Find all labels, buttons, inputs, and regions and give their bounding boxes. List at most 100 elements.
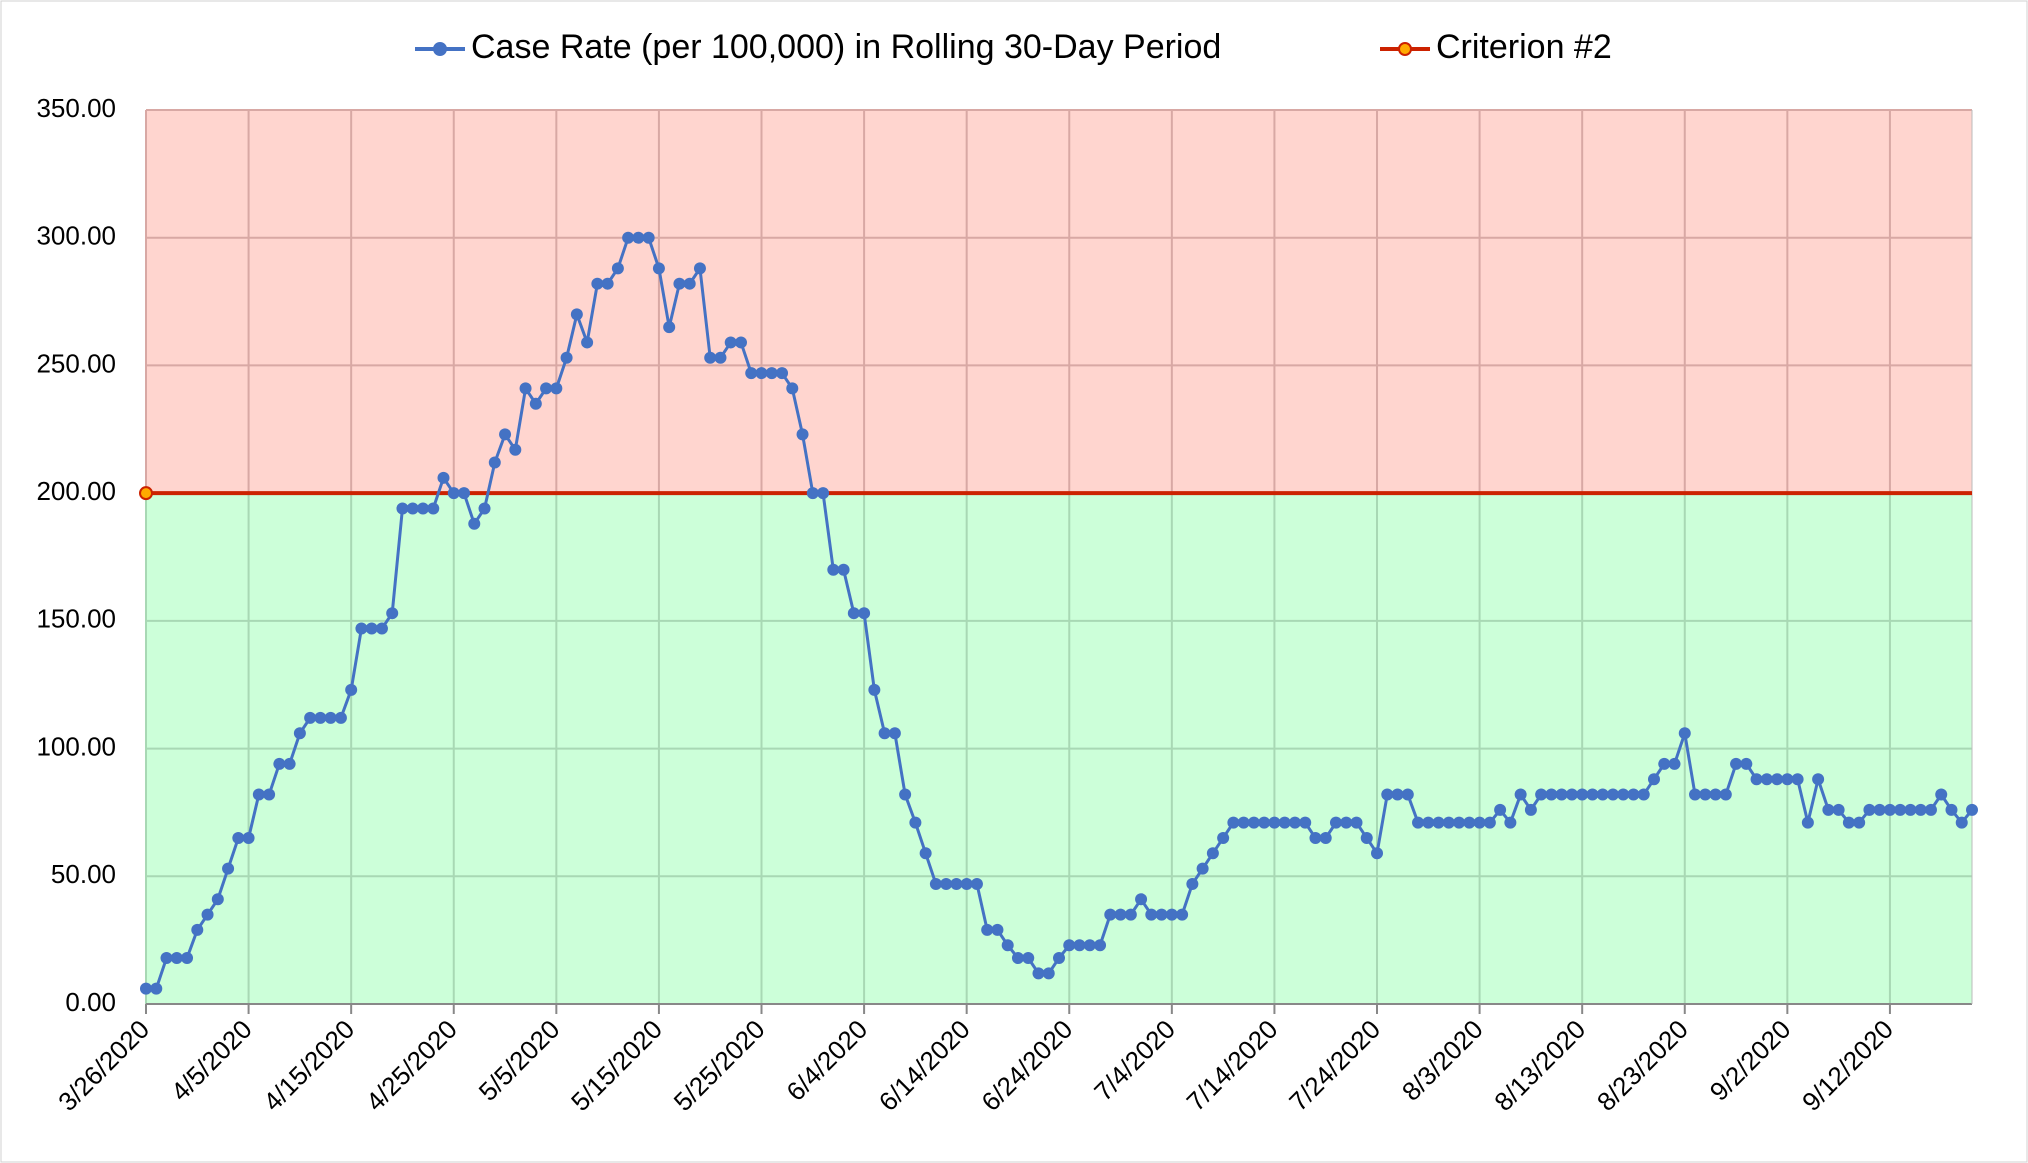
point (201, 908, 214, 921)
point (1073, 939, 1086, 952)
point (1196, 862, 1209, 875)
point (273, 757, 286, 770)
point (1894, 803, 1907, 816)
point (776, 367, 789, 380)
legend-marker (433, 42, 447, 56)
point (1514, 788, 1527, 801)
point (242, 831, 255, 844)
point (1217, 831, 1230, 844)
point (540, 382, 553, 395)
point (1288, 816, 1301, 829)
point (1740, 757, 1753, 770)
point (1114, 908, 1127, 921)
point (1730, 757, 1743, 770)
point (1945, 803, 1958, 816)
point (283, 757, 296, 770)
point (314, 711, 327, 724)
point (1617, 788, 1630, 801)
point (1483, 816, 1496, 829)
point (940, 877, 953, 890)
point (1760, 773, 1773, 786)
point (909, 816, 922, 829)
point (796, 428, 809, 441)
point (1822, 803, 1835, 816)
point (1094, 939, 1107, 952)
point (1042, 967, 1055, 980)
point (1350, 816, 1363, 829)
point (160, 952, 173, 965)
point (1535, 788, 1548, 801)
point (1247, 816, 1260, 829)
point (1966, 803, 1978, 816)
point (509, 443, 522, 456)
point (1955, 816, 1968, 829)
point (981, 923, 994, 936)
point (581, 336, 594, 349)
point (1658, 757, 1671, 770)
point (1371, 847, 1384, 860)
point (550, 382, 563, 395)
point (386, 607, 399, 620)
point (345, 683, 358, 696)
point (1504, 816, 1517, 829)
point (1883, 803, 1896, 816)
point (396, 502, 409, 515)
point (1104, 908, 1117, 921)
point (950, 877, 963, 890)
point (1699, 788, 1712, 801)
point (919, 847, 932, 860)
point (458, 487, 471, 500)
point (1340, 816, 1353, 829)
point (1463, 816, 1476, 829)
point (1258, 816, 1271, 829)
point (1145, 908, 1158, 921)
point (1781, 773, 1794, 786)
legend-label: Criterion #2 (1436, 28, 1612, 66)
point (745, 367, 758, 380)
point (652, 262, 665, 275)
point (570, 308, 583, 321)
point (1063, 939, 1076, 952)
point (1565, 788, 1578, 801)
y-tick-label: 300.00 (36, 221, 116, 251)
point (837, 563, 850, 576)
point (488, 456, 501, 469)
point (683, 277, 696, 290)
point (991, 923, 1004, 936)
point (1165, 908, 1178, 921)
point (1227, 816, 1240, 829)
point (755, 367, 768, 380)
y-tick-label: 50.00 (51, 859, 116, 889)
point (663, 321, 676, 334)
point (622, 231, 635, 244)
point (1442, 816, 1455, 829)
point (334, 711, 347, 724)
point (1719, 788, 1732, 801)
point (929, 877, 942, 890)
point (1771, 773, 1784, 786)
point (1391, 788, 1404, 801)
point (1473, 816, 1486, 829)
point (1453, 816, 1466, 829)
point (1627, 788, 1640, 801)
point (1596, 788, 1609, 801)
point (1924, 803, 1937, 816)
point (1237, 816, 1250, 829)
point (1689, 788, 1702, 801)
point (191, 923, 204, 936)
point (1873, 803, 1886, 816)
point (427, 502, 440, 515)
point (786, 382, 799, 395)
point (591, 277, 604, 290)
point (1647, 773, 1660, 786)
point (140, 982, 152, 995)
point (1576, 788, 1589, 801)
point (304, 711, 317, 724)
point (1001, 939, 1014, 952)
point (611, 262, 624, 275)
point (529, 397, 542, 410)
point (1422, 816, 1435, 829)
point (1637, 788, 1650, 801)
point (1083, 939, 1096, 952)
point (1011, 952, 1024, 965)
